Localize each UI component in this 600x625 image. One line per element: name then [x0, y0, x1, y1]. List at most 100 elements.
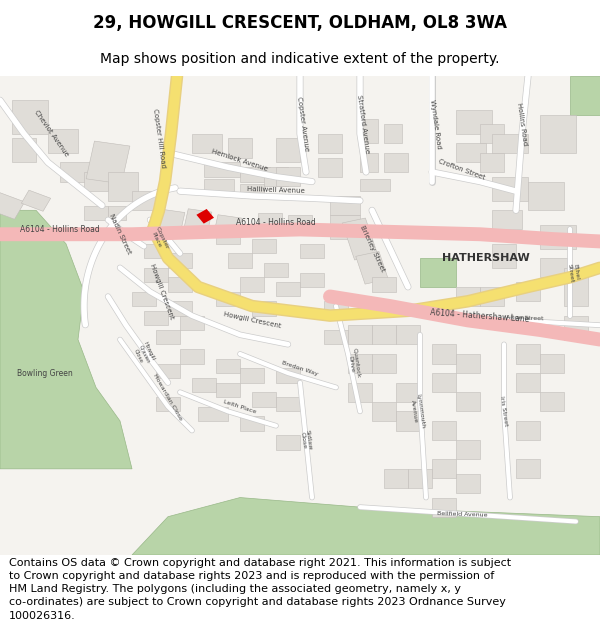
Bar — [492, 134, 528, 153]
Bar — [360, 179, 390, 191]
Bar — [151, 208, 185, 231]
Bar — [396, 411, 420, 431]
Text: Copster
Place: Copster Place — [149, 226, 169, 253]
Bar — [384, 124, 402, 143]
Bar — [276, 168, 300, 186]
Bar — [216, 359, 240, 373]
Text: Hemlock Avenue: Hemlock Avenue — [211, 148, 269, 172]
Bar — [432, 421, 456, 440]
Bar — [456, 287, 480, 306]
Bar — [456, 392, 480, 411]
Bar — [276, 397, 300, 411]
Text: Copster Hill Road: Copster Hill Road — [152, 108, 166, 169]
Bar — [516, 421, 540, 440]
Bar — [84, 206, 108, 220]
Bar — [132, 191, 156, 210]
Bar — [384, 469, 408, 488]
Bar — [228, 139, 252, 158]
Text: Bowling Green: Bowling Green — [17, 369, 73, 378]
Bar — [156, 330, 180, 344]
Bar — [480, 124, 504, 143]
Bar — [360, 153, 378, 172]
Bar — [330, 215, 360, 239]
Bar — [528, 182, 564, 210]
Bar — [228, 253, 252, 268]
Bar — [240, 368, 264, 382]
Bar — [60, 162, 90, 182]
Bar — [348, 354, 372, 373]
Bar — [156, 397, 180, 411]
Bar — [276, 282, 300, 296]
Bar — [540, 258, 570, 278]
Bar — [360, 119, 378, 143]
Text: Halliwell Avenue: Halliwell Avenue — [247, 186, 305, 194]
Polygon shape — [570, 76, 600, 114]
Text: Nadin Street: Nadin Street — [108, 213, 132, 256]
Bar — [168, 301, 192, 316]
Bar — [12, 139, 36, 162]
Text: Ethel
Street: Ethel Street — [566, 262, 580, 282]
Bar — [540, 114, 576, 153]
Bar — [396, 325, 420, 344]
Text: A6104 - Hollins Road: A6104 - Hollins Road — [20, 225, 100, 234]
Bar — [48, 129, 78, 153]
Bar — [456, 110, 492, 134]
Bar — [108, 206, 126, 220]
Bar — [356, 251, 388, 284]
Text: Howgill
Craven
Close: Howgill Craven Close — [132, 341, 156, 366]
Text: Alton Street: Alton Street — [506, 315, 544, 321]
Bar — [184, 209, 212, 231]
Bar — [564, 316, 588, 339]
Bar — [276, 139, 300, 162]
Text: Map shows position and indicative extent of the property.: Map shows position and indicative extent… — [100, 52, 500, 66]
Text: Bredon Way: Bredon Way — [281, 360, 319, 376]
Bar — [204, 162, 240, 177]
Bar — [540, 354, 564, 373]
Text: Brierley Street: Brierley Street — [359, 224, 385, 272]
Bar — [216, 229, 240, 244]
Bar — [156, 364, 180, 378]
Polygon shape — [132, 498, 600, 555]
Bar — [240, 184, 264, 196]
Bar — [318, 158, 342, 177]
Bar — [516, 459, 540, 478]
Bar — [132, 292, 156, 306]
Text: Stratford Avenue: Stratford Avenue — [356, 94, 370, 154]
Polygon shape — [0, 210, 132, 469]
Bar — [198, 407, 228, 421]
Bar — [456, 474, 480, 492]
Bar — [22, 190, 50, 211]
Bar — [300, 244, 324, 258]
Text: Lynnmouth
Avenue: Lynnmouth Avenue — [409, 393, 425, 429]
Text: 29, HOWGILL CRESCENT, OLDHAM, OL8 3WA: 29, HOWGILL CRESCENT, OLDHAM, OL8 3WA — [93, 14, 507, 32]
Bar — [408, 469, 432, 488]
Text: Iris Street: Iris Street — [499, 396, 509, 427]
Bar — [204, 179, 234, 191]
Bar — [84, 172, 108, 191]
Bar — [144, 244, 168, 258]
Polygon shape — [420, 258, 456, 287]
Bar — [372, 354, 396, 373]
Text: HATHERSHAW: HATHERSHAW — [442, 253, 530, 263]
Text: Bellfield Avenue: Bellfield Avenue — [437, 511, 487, 518]
Text: A6104 - Hathershaw Lane: A6104 - Hathershaw Lane — [430, 308, 530, 324]
Bar — [252, 301, 276, 316]
Bar — [480, 287, 504, 306]
Bar — [216, 292, 240, 306]
Bar — [492, 177, 528, 201]
Bar — [288, 215, 312, 234]
Bar — [168, 253, 192, 268]
Bar — [516, 344, 540, 364]
Bar — [180, 316, 204, 330]
Bar — [252, 239, 276, 253]
Bar — [252, 392, 276, 407]
Bar — [168, 278, 192, 292]
Text: Copster Avenue: Copster Avenue — [296, 96, 310, 152]
Text: Wyndale Road: Wyndale Road — [428, 99, 442, 149]
Bar — [144, 311, 168, 325]
Text: A6104 - Hollins Road: A6104 - Hollins Road — [236, 217, 316, 227]
Text: Sidlaw
Close: Sidlaw Close — [299, 429, 313, 451]
Text: Leith Place: Leith Place — [223, 399, 257, 414]
Bar — [348, 325, 372, 344]
Bar — [276, 368, 300, 382]
